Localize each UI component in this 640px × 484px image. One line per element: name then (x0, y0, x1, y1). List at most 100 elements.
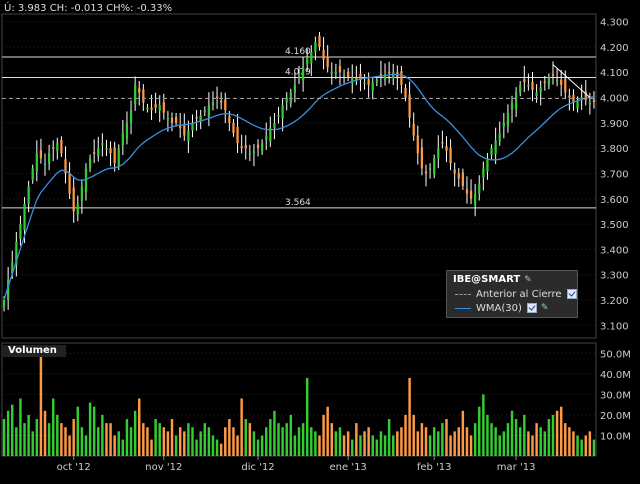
candle-body (228, 116, 231, 123)
price-tick-label: 4.100 (600, 68, 629, 79)
candle-body (551, 74, 555, 76)
volume-bar (420, 423, 424, 456)
candle-body (412, 123, 415, 136)
volume-bar (576, 435, 579, 456)
volume-bar (387, 419, 391, 456)
price-plot-frame (1, 13, 597, 339)
dashed-line-icon (455, 293, 471, 295)
candle-body (170, 117, 174, 123)
candle-body (289, 92, 292, 104)
volume-bar (441, 423, 444, 456)
volume-bar (125, 419, 129, 456)
legend-item-label: Anterior al Cierre (476, 288, 562, 300)
candle-body (281, 105, 284, 119)
volume-bar (240, 398, 243, 456)
volume-bar (88, 402, 92, 456)
candle-body (64, 159, 67, 174)
volume-bar (342, 435, 346, 456)
volume-bar (109, 423, 112, 456)
volume-bar (281, 427, 284, 456)
volume-bar (551, 414, 555, 456)
candle-body (342, 74, 346, 77)
candle-body (60, 140, 63, 154)
candle-body (367, 79, 370, 85)
wrench-icon[interactable]: ✎ (540, 303, 549, 313)
volume-bar (305, 377, 309, 456)
wrench-icon[interactable]: ✎ (524, 275, 532, 285)
volume-bar (264, 427, 268, 456)
candle-body (166, 117, 170, 120)
candle-body (347, 71, 350, 78)
change-percent: CH%: -0.33% (106, 3, 173, 14)
volume-bar (408, 377, 411, 456)
candle-body (482, 168, 485, 178)
volume-bar (68, 435, 71, 456)
volume-bar (244, 419, 247, 456)
time-tick-label: dic '12 (241, 462, 274, 473)
legend-symbol: IBE@SMART (453, 274, 521, 285)
candle-body (359, 73, 362, 80)
checkbox-icon[interactable] (526, 303, 537, 313)
candle-body (158, 105, 161, 111)
volume-bar (31, 431, 34, 456)
legend-item-wma[interactable]: WMA(30) ✎ (455, 302, 548, 314)
volume-panel-label: Volumen (2, 345, 66, 357)
candle-body (326, 56, 329, 68)
volume-tick-label: 30.0M (600, 390, 631, 401)
candle-body (457, 173, 460, 179)
time-tick-label: ene '13 (330, 462, 367, 473)
checkbox-icon[interactable] (566, 289, 577, 299)
candle-body (43, 163, 47, 165)
volume-bar (215, 439, 219, 456)
candle-body (338, 66, 342, 73)
volume-bar (195, 439, 198, 456)
price-tick-label: 4.200 (600, 43, 629, 54)
volume-bar (322, 414, 325, 456)
volume-bar (359, 435, 362, 456)
legend-panel[interactable]: IBE@SMART ✎ Anterior al Cierre WMA(30) ✎ (446, 270, 578, 318)
volume-tick-label: 20.0M (600, 411, 631, 422)
candle-body (117, 148, 120, 167)
volume-bar (482, 394, 485, 456)
candle-body (404, 87, 407, 98)
volume-bar (27, 414, 30, 456)
candle-body (244, 145, 247, 149)
price-tick-label: 3.700 (600, 169, 629, 180)
candle-body (27, 186, 30, 204)
candle-body (351, 77, 354, 84)
volume-bar (297, 427, 301, 456)
volume-bar (121, 439, 125, 456)
time-tick-label: nov '12 (145, 462, 182, 473)
volume-bars (2, 349, 596, 456)
candle-body (445, 146, 448, 151)
candle-body (113, 147, 116, 164)
candle-body (420, 147, 424, 169)
price-tick-label: 3.200 (600, 296, 629, 307)
volume-bar (84, 435, 88, 456)
volume-tick-label: 10.0M (600, 431, 631, 442)
candle-body (142, 89, 145, 103)
candle-body (564, 78, 567, 93)
candle-body (2, 300, 6, 308)
candle-body (101, 143, 104, 146)
change-value: CH: -0.013 (49, 3, 103, 14)
volume-bar (461, 410, 465, 456)
volume-bar (445, 419, 448, 456)
line-value-label: 4.160 (285, 47, 311, 57)
candle-body (293, 84, 297, 93)
candle-body (535, 92, 538, 97)
candle-body (265, 135, 268, 141)
volume-bar (285, 423, 288, 456)
candle-body (478, 183, 481, 194)
volume-bar (228, 419, 231, 456)
candle-body (93, 152, 96, 154)
volume-bar (105, 423, 108, 456)
candle-body (461, 172, 464, 187)
candle-body (547, 77, 551, 86)
volume-tick-label: 50.0M (600, 349, 631, 360)
legend-item-previous-close[interactable]: Anterior al Cierre (455, 288, 577, 300)
candle-body (134, 84, 137, 105)
volume-bar (269, 419, 272, 456)
